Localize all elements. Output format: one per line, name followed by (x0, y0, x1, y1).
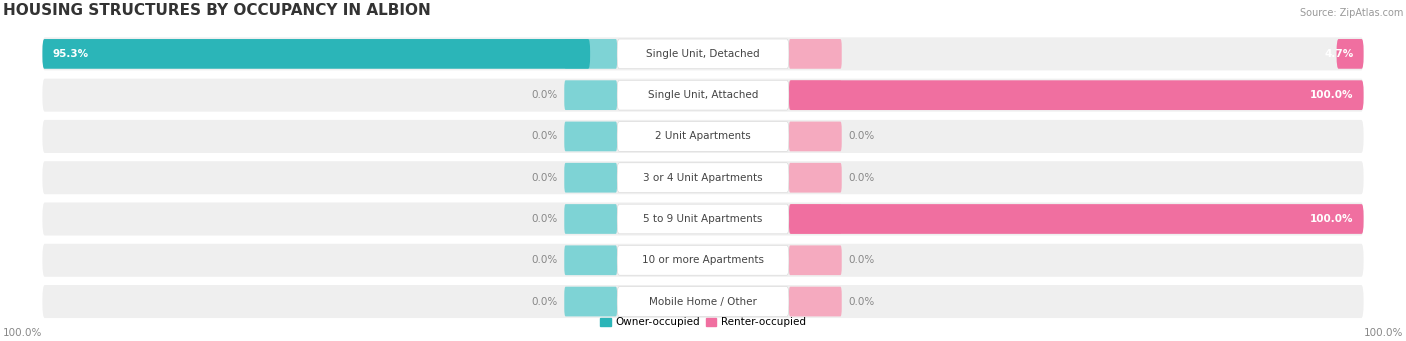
Text: Mobile Home / Other: Mobile Home / Other (650, 297, 756, 307)
Text: 100.0%: 100.0% (1310, 214, 1354, 224)
FancyBboxPatch shape (564, 246, 617, 275)
FancyBboxPatch shape (617, 163, 789, 193)
FancyBboxPatch shape (617, 246, 789, 275)
FancyBboxPatch shape (564, 163, 617, 193)
FancyBboxPatch shape (789, 39, 842, 69)
FancyBboxPatch shape (42, 285, 1364, 318)
Text: 0.0%: 0.0% (531, 131, 558, 142)
Text: 0.0%: 0.0% (848, 297, 875, 307)
Text: 0.0%: 0.0% (531, 255, 558, 265)
FancyBboxPatch shape (564, 80, 617, 110)
FancyBboxPatch shape (789, 204, 842, 234)
FancyBboxPatch shape (42, 161, 1364, 194)
Text: 0.0%: 0.0% (531, 214, 558, 224)
FancyBboxPatch shape (42, 39, 591, 69)
Text: 100.0%: 100.0% (1364, 327, 1403, 338)
FancyBboxPatch shape (564, 122, 617, 151)
Text: Single Unit, Detached: Single Unit, Detached (647, 49, 759, 59)
Text: 2 Unit Apartments: 2 Unit Apartments (655, 131, 751, 142)
FancyBboxPatch shape (789, 80, 1364, 110)
FancyBboxPatch shape (789, 163, 842, 193)
FancyBboxPatch shape (42, 203, 1364, 236)
FancyBboxPatch shape (789, 122, 842, 151)
Text: 3 or 4 Unit Apartments: 3 or 4 Unit Apartments (643, 173, 763, 183)
FancyBboxPatch shape (617, 204, 789, 234)
FancyBboxPatch shape (42, 79, 1364, 112)
Text: 100.0%: 100.0% (3, 327, 42, 338)
FancyBboxPatch shape (617, 122, 789, 151)
FancyBboxPatch shape (564, 204, 617, 234)
FancyBboxPatch shape (789, 246, 842, 275)
Text: 0.0%: 0.0% (531, 297, 558, 307)
FancyBboxPatch shape (617, 80, 789, 110)
FancyBboxPatch shape (564, 39, 617, 69)
FancyBboxPatch shape (1337, 39, 1364, 69)
Text: HOUSING STRUCTURES BY OCCUPANCY IN ALBION: HOUSING STRUCTURES BY OCCUPANCY IN ALBIO… (3, 3, 430, 18)
FancyBboxPatch shape (42, 244, 1364, 277)
FancyBboxPatch shape (617, 39, 789, 69)
Text: Source: ZipAtlas.com: Source: ZipAtlas.com (1301, 8, 1403, 18)
Text: 0.0%: 0.0% (848, 173, 875, 183)
Text: 0.0%: 0.0% (848, 131, 875, 142)
Text: Single Unit, Attached: Single Unit, Attached (648, 90, 758, 100)
FancyBboxPatch shape (789, 80, 842, 110)
Text: 10 or more Apartments: 10 or more Apartments (643, 255, 763, 265)
Text: 95.3%: 95.3% (52, 49, 89, 59)
Text: 0.0%: 0.0% (531, 90, 558, 100)
FancyBboxPatch shape (42, 38, 1364, 70)
Text: 4.7%: 4.7% (1324, 49, 1354, 59)
Text: 0.0%: 0.0% (531, 173, 558, 183)
Legend: Owner-occupied, Renter-occupied: Owner-occupied, Renter-occupied (596, 313, 810, 331)
FancyBboxPatch shape (564, 287, 617, 316)
FancyBboxPatch shape (789, 287, 842, 316)
FancyBboxPatch shape (617, 287, 789, 316)
Text: 100.0%: 100.0% (1310, 90, 1354, 100)
FancyBboxPatch shape (42, 120, 1364, 153)
Text: 5 to 9 Unit Apartments: 5 to 9 Unit Apartments (644, 214, 762, 224)
Text: 0.0%: 0.0% (848, 255, 875, 265)
FancyBboxPatch shape (789, 204, 1364, 234)
